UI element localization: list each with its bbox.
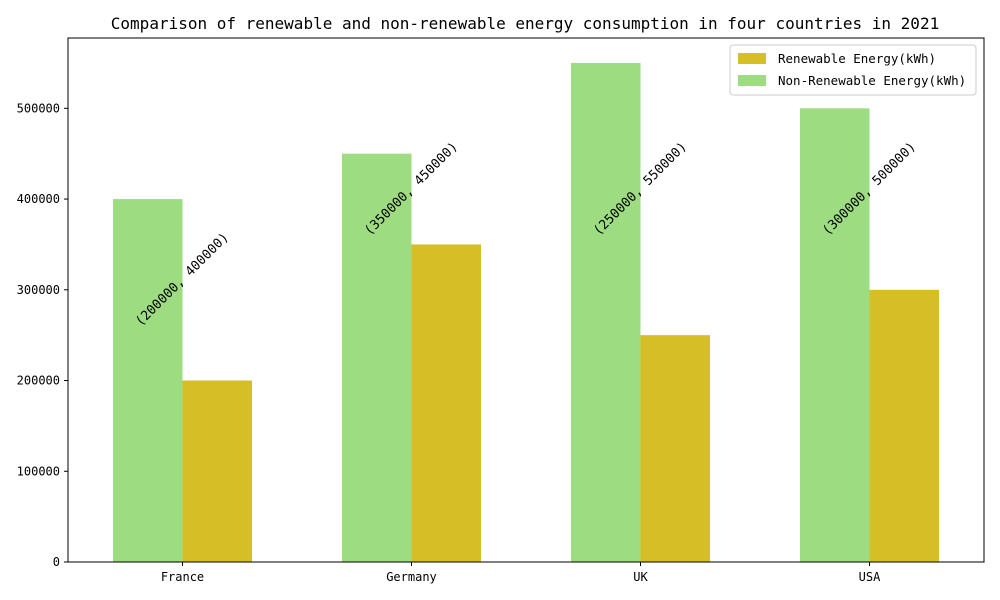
bar-nonrenewable-usa (800, 108, 870, 562)
bar-nonrenewable-france (113, 199, 183, 562)
legend-swatch-renewable (738, 53, 766, 64)
x-tick-label-uk: UK (633, 570, 648, 584)
legend-box (729, 44, 977, 96)
bar-renewable-usa (869, 289, 939, 562)
bars-layer (113, 62, 939, 563)
legend: Renewable Energy(kWh) Non-Renewable Energ… (729, 44, 977, 96)
legend-swatch-nonrenewable (738, 75, 766, 86)
bar-renewable-uk (640, 335, 710, 562)
y-tick-label: 200000 (17, 374, 60, 388)
y-tick-label: 100000 (17, 464, 60, 478)
legend-label-renewable: Renewable Energy(kWh) (778, 51, 936, 66)
x-tick-label-usa: USA (859, 570, 881, 584)
axes-layer: 0 100000 200000 300000 400000 500000 France Ger… (17, 37, 985, 584)
chart-title: Comparison of renewable and non-renewabl… (111, 14, 939, 33)
bar-nonrenewable-uk (571, 62, 641, 562)
plot-frame (67, 37, 985, 563)
bar-renewable-france (182, 380, 252, 562)
y-tick-label: 300000 (17, 283, 60, 297)
y-tick-label: 0 (53, 555, 60, 569)
bar-renewable-germany (411, 244, 481, 562)
x-tick-label-france: France (161, 570, 204, 584)
y-tick-label: 500000 (17, 101, 60, 115)
x-tick-label-germany: Germany (386, 570, 437, 584)
y-tick-label: 400000 (17, 192, 60, 206)
legend-label-nonrenewable: Non-Renewable Energy(kWh) (778, 73, 966, 88)
bar-nonrenewable-germany (342, 153, 412, 563)
